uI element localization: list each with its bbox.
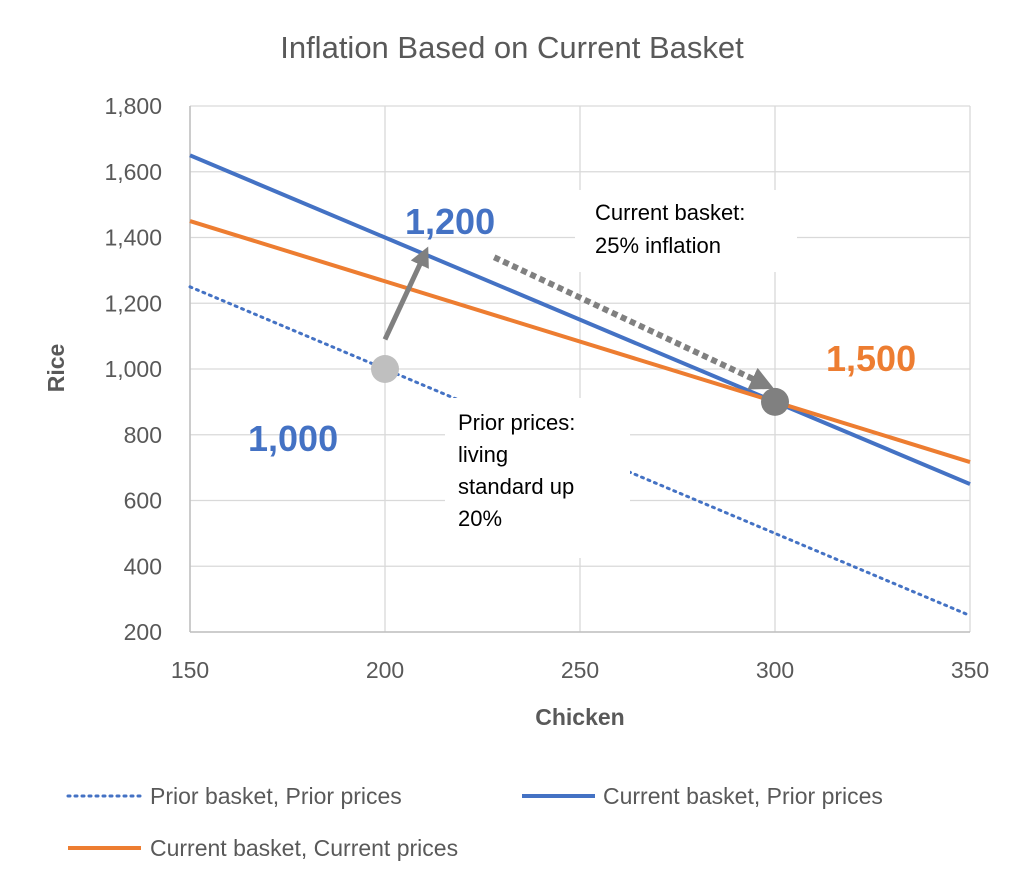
dashed-arrow <box>492 254 775 390</box>
annotation-boxes <box>445 190 797 558</box>
current-basket-annotation-line: 25% inflation <box>595 233 721 258</box>
series-line-2 <box>189 153 971 486</box>
labels-layer: 1,200 1,000 1,500 Current basket: 25% inflat… <box>248 200 916 531</box>
y-tick-label: 800 <box>124 422 162 448</box>
x-tick-label: 150 <box>171 657 209 683</box>
tick-labels: 200 400 600 800 1,000 1,200 1,400 1,600 1,800 150… <box>104 93 989 683</box>
current-basket-point <box>761 387 789 416</box>
prior-prices-annotation-line: Prior prices: <box>458 410 575 435</box>
legend-label-1: Prior basket, Prior prices <box>150 783 402 809</box>
arrow-layer <box>382 246 775 390</box>
y-tick-label: 200 <box>124 619 162 645</box>
legend-label-2: Current basket, Prior prices <box>603 783 883 809</box>
y-tick-label: 1,000 <box>104 356 162 382</box>
prior-prices-box <box>445 398 630 558</box>
prior-basket-point <box>371 355 399 383</box>
solid-arrow <box>382 246 429 341</box>
y-tick-label: 1,400 <box>104 225 162 251</box>
axes <box>189 106 970 633</box>
x-tick-label: 350 <box>951 657 989 683</box>
series-line-3 <box>189 219 971 464</box>
label-1000: 1,000 <box>248 418 338 459</box>
legend: Prior basket, Prior prices Current basket… <box>66 783 883 861</box>
y-tick-label: 600 <box>124 488 162 514</box>
prior-prices-annotation-line: standard up <box>458 474 574 499</box>
x-tick-label: 200 <box>366 657 404 683</box>
label-1500: 1,500 <box>826 338 916 379</box>
prior-prices-annotation-line: 20% <box>458 506 502 531</box>
x-tick-label: 300 <box>756 657 794 683</box>
current-basket-annotation: Current basket: 25% inflation <box>595 200 745 258</box>
y-tick-label: 1,200 <box>104 290 162 316</box>
prior-prices-annotation-line: living <box>458 442 508 467</box>
x-axis-label: Chicken <box>535 704 624 730</box>
current-basket-annotation-line: Current basket: <box>595 200 745 225</box>
current-basket-box <box>575 190 797 272</box>
x-tick-label: 250 <box>561 657 599 683</box>
prior-prices-annotation: Prior prices: living standard up 20% <box>458 410 575 531</box>
chart-title: Inflation Based on Current Basket <box>280 30 744 65</box>
y-tick-label: 400 <box>124 553 162 579</box>
y-tick-label: 1,600 <box>104 159 162 185</box>
legend-label-3: Current basket, Current prices <box>150 835 458 861</box>
point-layer <box>371 355 789 416</box>
y-axis-label: Rice <box>43 344 69 393</box>
label-1200: 1,200 <box>405 201 495 242</box>
y-tick-label: 1,800 <box>104 93 162 119</box>
